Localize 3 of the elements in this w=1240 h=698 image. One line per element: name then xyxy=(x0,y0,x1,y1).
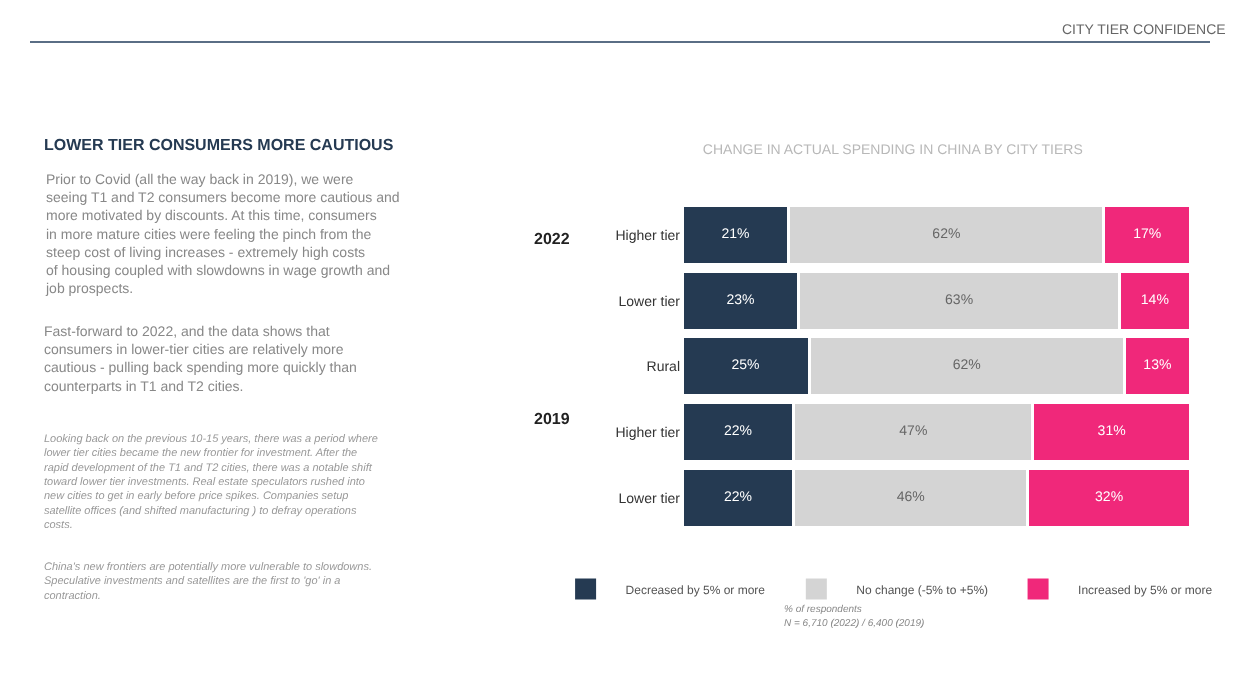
text: LOWER TIER CONSUMERS MORE CAUTIOUS xyxy=(44,136,395,154)
text: 2019 xyxy=(534,410,571,428)
text: 2022 xyxy=(534,230,571,248)
